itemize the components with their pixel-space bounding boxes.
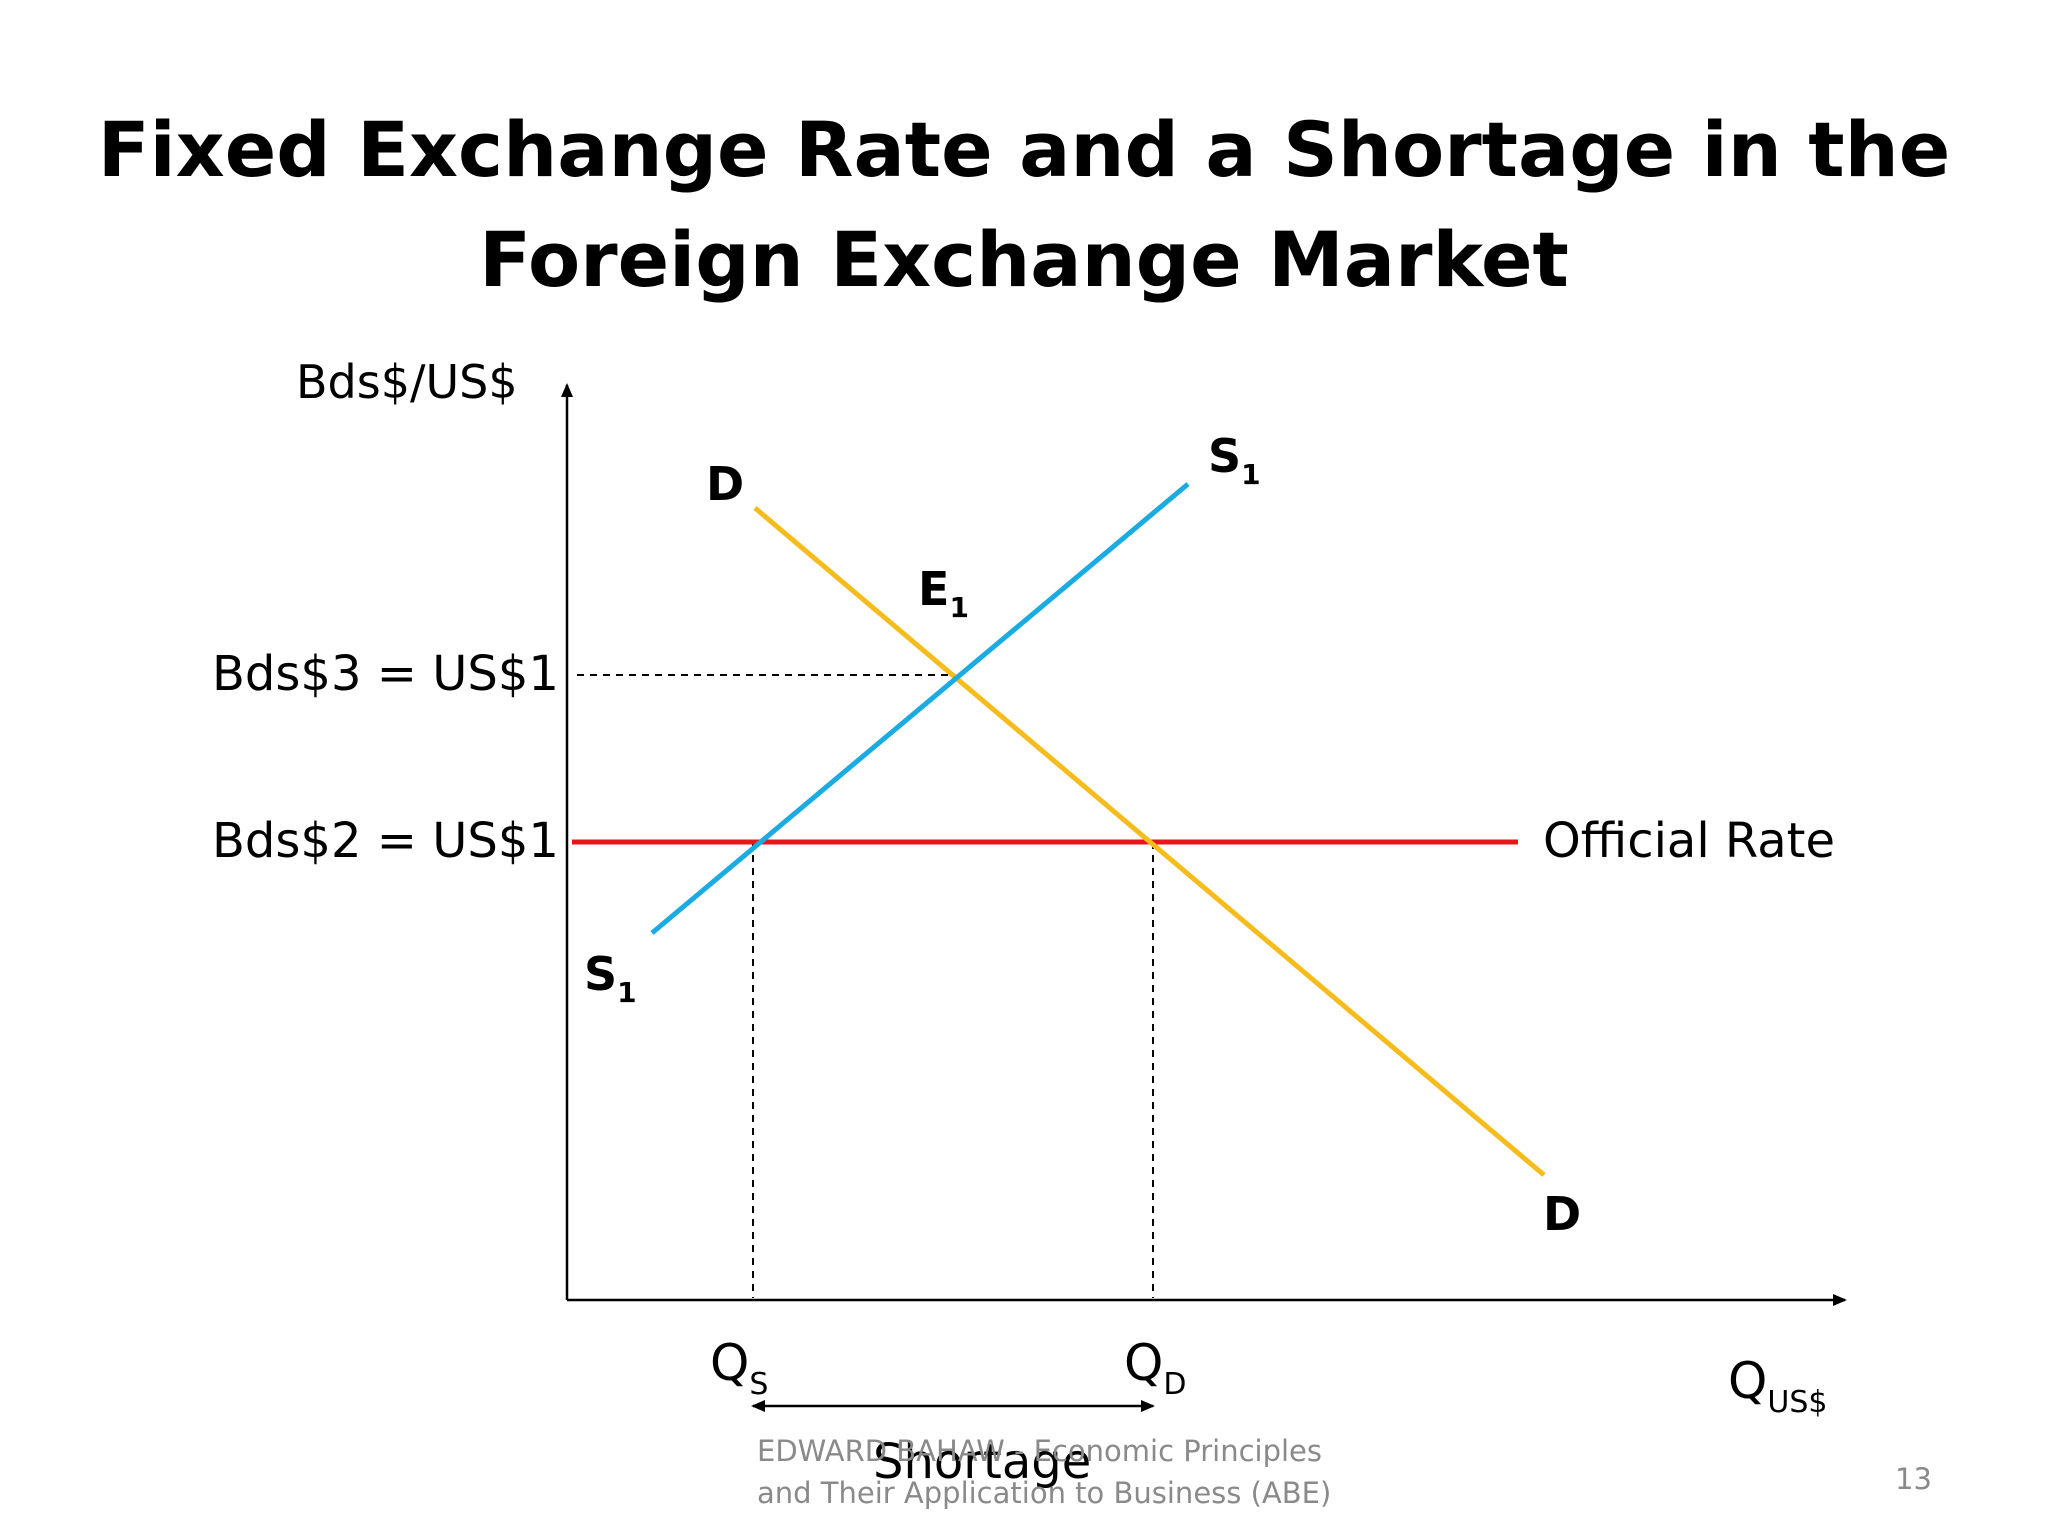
demand-label-top: D <box>706 457 744 511</box>
qs-label: QS <box>710 1334 768 1402</box>
equilibrium-label: E1 <box>918 562 969 624</box>
x-axis-label: QUS$ <box>1728 1352 1827 1420</box>
supply-label-bottom: S1 <box>584 947 637 1009</box>
supply-label-bottom-main: S <box>584 947 617 1001</box>
footer-credit: EDWARD BAHAW - Economic Principles and T… <box>757 1430 1377 1514</box>
page-number: 13 <box>1895 1462 1932 1496</box>
supply-label-top-main: S <box>1208 429 1241 483</box>
footer-line-2: and Their Application to Business (ABE) <box>757 1476 1332 1510</box>
x-axis-label-main: Q <box>1728 1352 1767 1410</box>
demand-label-bottom: D <box>1543 1187 1581 1241</box>
equilibrium-label-main: E <box>918 562 949 616</box>
x-axis-label-sub: US$ <box>1767 1385 1827 1420</box>
title-line-1: Fixed Exchange Rate and a Shortage in th… <box>97 105 1951 194</box>
footer-line-1: EDWARD BAHAW - Economic Principles <box>757 1434 1323 1468</box>
qd-label-main: Q <box>1124 1334 1163 1392</box>
demand-curve <box>753 506 1546 1177</box>
supply-label-top: S1 <box>1208 429 1261 491</box>
qs-label-main: Q <box>710 1334 749 1392</box>
supply-label-top-sub: 1 <box>1241 458 1260 491</box>
qd-label: QD <box>1124 1334 1186 1402</box>
supply-curve <box>650 482 1190 935</box>
y-axis-label: Bds$/US$ <box>296 355 518 409</box>
official-price-label: Bds$2 = US$1 <box>212 813 559 869</box>
slide-title: Fixed Exchange Rate and a Shortage in th… <box>0 95 2048 315</box>
supply-label-bottom-sub: 1 <box>617 976 636 1009</box>
shortage-label: Shortage <box>873 1434 1091 1490</box>
official-rate-label: Official Rate <box>1543 813 1835 869</box>
qd-label-sub: D <box>1163 1367 1186 1402</box>
qs-label-sub: S <box>749 1367 768 1402</box>
equilibrium-price-label: Bds$3 = US$1 <box>212 646 559 702</box>
title-line-2: Foreign Exchange Market <box>479 215 1569 304</box>
equilibrium-label-sub: 1 <box>949 591 968 624</box>
